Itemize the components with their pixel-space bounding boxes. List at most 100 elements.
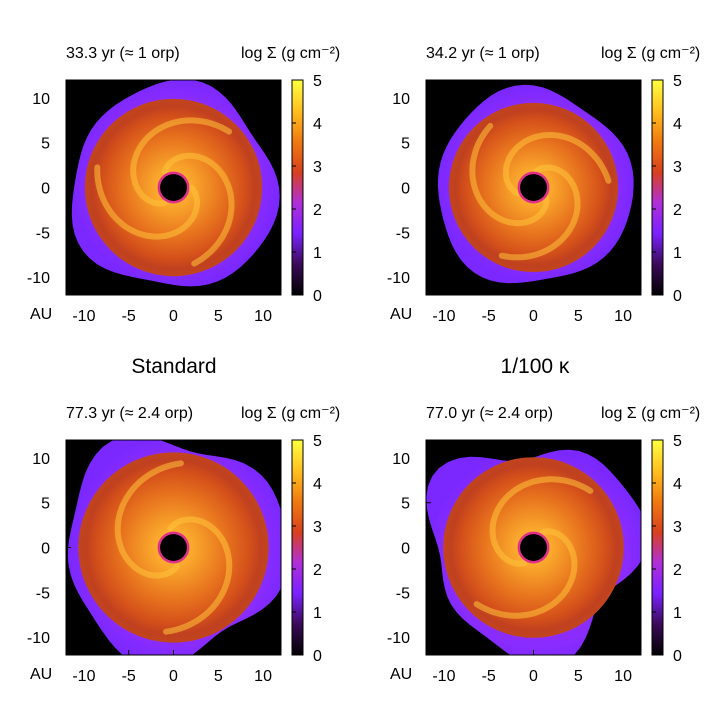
x-tick-label: -10 bbox=[432, 308, 455, 325]
y-tick-label: -10 bbox=[387, 270, 410, 287]
panel-title: 33.3 yr (≈ 1 orp) bbox=[66, 45, 180, 62]
axis-unit-label: AU bbox=[30, 306, 52, 323]
panel-title: 77.0 yr (≈ 2.4 orp) bbox=[426, 405, 553, 422]
colorbar-tick-label: 0 bbox=[313, 648, 322, 665]
y-tick-label: -10 bbox=[27, 270, 50, 287]
inner-hole bbox=[520, 534, 547, 561]
spiral-arm bbox=[469, 122, 550, 227]
group-label-low-opacity: 1/100 κ bbox=[500, 355, 570, 378]
y-tick-label: 10 bbox=[392, 91, 410, 108]
x-tick-label: 10 bbox=[254, 668, 272, 685]
x-tick-label: -5 bbox=[122, 668, 136, 685]
x-tick-label: -10 bbox=[432, 668, 455, 685]
x-tick-label: 0 bbox=[529, 668, 538, 685]
colorbar-tick-label: 3 bbox=[313, 159, 322, 176]
y-tick-label: -5 bbox=[36, 585, 50, 602]
colorbar-label: log Σ (g cm⁻²) bbox=[601, 45, 700, 62]
x-tick-label: 5 bbox=[574, 668, 583, 685]
inner-hole bbox=[160, 174, 187, 201]
x-tick-label: 10 bbox=[614, 308, 632, 325]
x-tick-label: -10 bbox=[72, 308, 95, 325]
axis-unit-label: AU bbox=[390, 306, 412, 323]
spiral-arm bbox=[473, 528, 578, 619]
colorbar-tick-label: 2 bbox=[673, 202, 682, 219]
colorbar bbox=[651, 79, 664, 296]
y-tick-label: 0 bbox=[401, 541, 410, 558]
y-tick-label: 0 bbox=[41, 181, 50, 198]
y-tick-label: 5 bbox=[41, 496, 50, 513]
colorbar-label: log Σ (g cm⁻²) bbox=[241, 45, 340, 62]
y-tick-label: 10 bbox=[32, 451, 50, 468]
colorbar-tick-label: 3 bbox=[313, 519, 322, 536]
x-tick-label: 10 bbox=[254, 308, 272, 325]
y-tick-label: 5 bbox=[401, 136, 410, 153]
axis-unit-label: AU bbox=[390, 666, 412, 683]
spiral-arm bbox=[94, 164, 201, 240]
spiral-arm bbox=[130, 117, 233, 207]
colorbar-tick-label: 5 bbox=[313, 73, 322, 90]
spiral-arm bbox=[498, 164, 581, 261]
spiral-arm bbox=[114, 460, 184, 579]
x-tick-label: 5 bbox=[214, 668, 223, 685]
colorbar-tick-label: 5 bbox=[313, 433, 322, 450]
x-tick-label: 5 bbox=[214, 308, 223, 325]
colorbar-tick-label: 1 bbox=[313, 605, 322, 622]
spiral-arm bbox=[489, 476, 594, 567]
y-tick-label: -10 bbox=[387, 630, 410, 647]
colorbar-tick-label: 1 bbox=[313, 245, 322, 262]
y-tick-label: 0 bbox=[41, 541, 50, 558]
colorbar bbox=[291, 439, 304, 656]
y-tick-label: -5 bbox=[396, 585, 410, 602]
colorbar-label: log Σ (g cm⁻²) bbox=[601, 405, 700, 422]
colorbar-tick-label: 5 bbox=[673, 433, 682, 450]
y-tick-label: 5 bbox=[41, 136, 50, 153]
colorbar-tick-label: 4 bbox=[673, 476, 682, 493]
colorbar-tick-label: 4 bbox=[313, 116, 322, 133]
colorbar-tick-label: 4 bbox=[673, 116, 682, 133]
colorbar-label: log Σ (g cm⁻²) bbox=[241, 405, 340, 422]
spiral-arm bbox=[502, 132, 612, 197]
x-tick-label: -5 bbox=[482, 668, 496, 685]
colorbar-tick-label: 0 bbox=[313, 288, 322, 305]
y-tick-label: -5 bbox=[396, 225, 410, 242]
x-tick-label: -5 bbox=[482, 308, 496, 325]
colorbar-tick-label: 1 bbox=[673, 605, 682, 622]
x-tick-label: 0 bbox=[529, 308, 538, 325]
spiral-arm bbox=[163, 516, 233, 635]
colorbar-tick-label: 3 bbox=[673, 519, 682, 536]
y-tick-label: 5 bbox=[401, 496, 410, 513]
inner-hole bbox=[520, 174, 547, 201]
y-tick-label: -10 bbox=[27, 630, 50, 647]
x-tick-label: -5 bbox=[122, 308, 136, 325]
x-tick-label: 5 bbox=[574, 308, 583, 325]
group-label-standard: Standard bbox=[131, 355, 217, 378]
x-tick-label: 0 bbox=[169, 308, 178, 325]
colorbar-tick-label: 1 bbox=[673, 245, 682, 262]
y-tick-label: -5 bbox=[36, 225, 50, 242]
colorbar bbox=[291, 79, 304, 296]
y-tick-label: 0 bbox=[401, 181, 410, 198]
x-tick-label: -10 bbox=[72, 668, 95, 685]
colorbar-tick-label: 2 bbox=[313, 562, 322, 579]
x-tick-label: 0 bbox=[169, 668, 178, 685]
spiral-arm bbox=[161, 152, 235, 267]
colorbar-tick-label: 2 bbox=[673, 562, 682, 579]
colorbar-tick-label: 0 bbox=[673, 648, 682, 665]
colorbar bbox=[651, 439, 664, 656]
panel-title: 77.3 yr (≈ 2.4 orp) bbox=[66, 405, 193, 422]
colorbar-tick-label: 0 bbox=[673, 288, 682, 305]
colorbar-tick-label: 2 bbox=[313, 202, 322, 219]
panel-title: 34.2 yr (≈ 1 orp) bbox=[426, 45, 540, 62]
y-tick-label: 10 bbox=[32, 91, 50, 108]
y-tick-label: 10 bbox=[392, 451, 410, 468]
colorbar-tick-label: 3 bbox=[673, 159, 682, 176]
colorbar-tick-label: 4 bbox=[313, 476, 322, 493]
colorbar-tick-label: 5 bbox=[673, 73, 682, 90]
axis-unit-label: AU bbox=[30, 666, 52, 683]
x-tick-label: 10 bbox=[614, 668, 632, 685]
